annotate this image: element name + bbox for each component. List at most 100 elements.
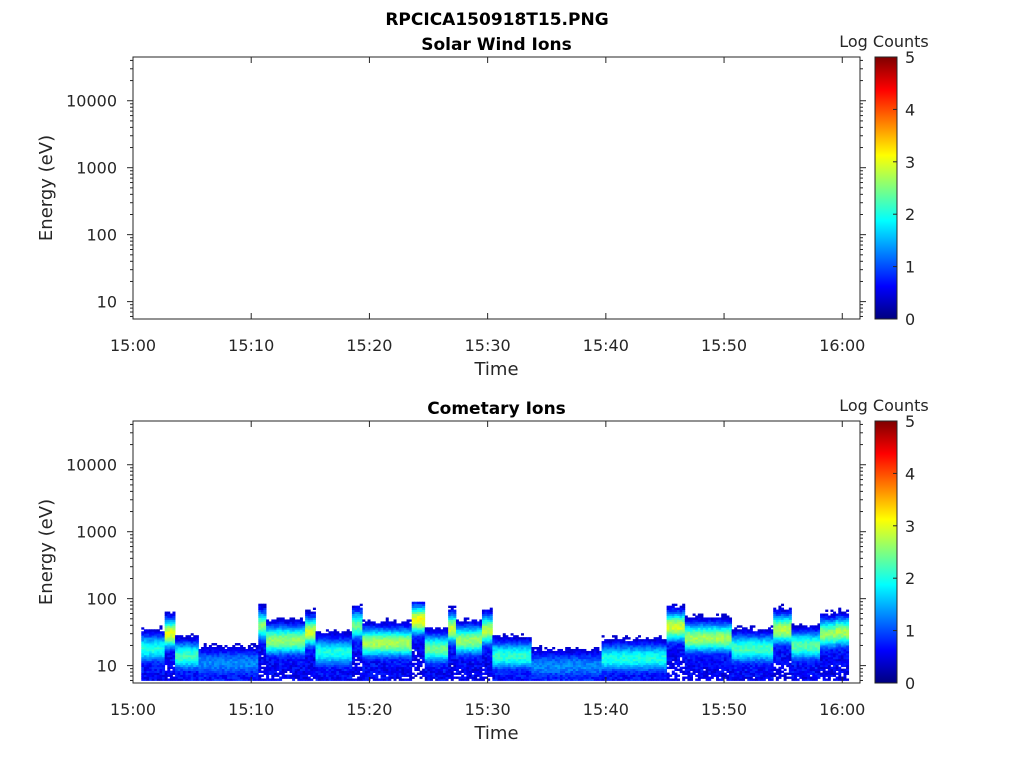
spectrogram-cell [357, 668, 361, 672]
spectrogram-cell [208, 678, 212, 681]
spectrogram-cell [195, 674, 199, 677]
spectrogram-cell [364, 668, 368, 672]
spectrogram-cell [146, 664, 150, 668]
spectrogram-cell [458, 637, 462, 640]
spectrogram-cell [422, 619, 426, 622]
spectrogram-cell [271, 674, 275, 677]
spectrogram-cell [455, 639, 459, 642]
spectrogram-cell [466, 664, 470, 668]
spectrogram-cell [645, 664, 649, 668]
spectrogram-cell [409, 648, 413, 652]
spectrogram-cell [323, 635, 327, 638]
spectrogram-cell [572, 678, 576, 681]
spectrogram-cell [383, 670, 387, 673]
spectrogram-cell [247, 656, 251, 660]
spectrogram-cell [448, 639, 452, 642]
spectrogram-cell [320, 639, 324, 642]
spectrogram-cell [271, 631, 275, 634]
spectrogram-cell [513, 672, 517, 675]
spectrogram-cell [281, 672, 285, 675]
spectrogram-cell [422, 617, 426, 620]
spectrogram-cell [357, 639, 361, 642]
spectrogram-cell [390, 625, 394, 628]
spectrogram-cell [528, 654, 532, 658]
spectrogram-cell [429, 664, 433, 668]
spectrogram-cell [487, 635, 491, 638]
spectrogram-cell [354, 627, 358, 630]
spectrogram-cell [640, 658, 644, 662]
spectrogram-cell [500, 647, 504, 650]
spectrogram-cell [216, 660, 220, 664]
spectrogram-cell [442, 664, 446, 668]
spectrogram-cell [279, 648, 283, 652]
spectrogram-cell [442, 631, 446, 634]
spectrogram-cell [268, 668, 272, 672]
spectrogram-cell [500, 660, 504, 664]
spectrogram-cell [596, 666, 600, 670]
spectrogram-cell [437, 635, 441, 638]
spectrogram-cell [242, 678, 246, 681]
spectrogram-cell [229, 668, 233, 672]
spectrogram-cell [388, 660, 392, 664]
spectrogram-cell [201, 658, 205, 662]
spectrogram-cell [448, 643, 452, 646]
spectrogram-cell [224, 678, 228, 681]
spectrogram-cell [539, 678, 543, 681]
spectrogram-cell [476, 641, 480, 644]
spectrogram-cell [255, 652, 259, 656]
spectrogram-cell [242, 660, 246, 664]
spectrogram-cell [305, 635, 309, 638]
spectrogram-cell [450, 619, 454, 622]
spectrogram-cell [567, 650, 571, 654]
spectrogram-cell [510, 664, 514, 668]
spectrogram-cell [648, 648, 652, 652]
spectrogram-cell [419, 631, 423, 634]
spectrogram-cell [323, 678, 327, 681]
spectrogram-cell [211, 674, 215, 677]
spectrogram-cell [489, 619, 493, 622]
spectrogram-cell [489, 656, 493, 660]
spectrogram-cell [455, 666, 459, 670]
spectrogram-cell [276, 648, 280, 652]
spectrogram-cell [468, 629, 472, 632]
spectrogram-cell [627, 656, 631, 660]
spectrogram-cell [461, 648, 465, 652]
spectrogram-cell [450, 670, 454, 673]
spectrogram-cell [440, 668, 444, 672]
spectrogram-cell [505, 678, 509, 681]
spectrogram-cell [380, 635, 384, 638]
spectrogram-cell [201, 662, 205, 666]
spectrogram-cell [458, 648, 462, 652]
spectrogram-cell [403, 674, 407, 677]
spectrogram-cell [489, 609, 493, 612]
spectrogram-cell [476, 623, 480, 626]
spectrogram-cell [479, 666, 483, 670]
spectrogram-cell [448, 676, 452, 679]
spectrogram-cell [279, 647, 283, 650]
spectrogram-cell [487, 627, 491, 630]
spectrogram-cell [247, 654, 251, 658]
spectrogram-cell [333, 670, 337, 673]
spectrogram-cell [377, 654, 381, 658]
spectrogram-cell [518, 641, 522, 644]
spectrogram-cell [440, 641, 444, 644]
spectrogram-cell [383, 633, 387, 636]
spectrogram-cell [494, 635, 498, 638]
spectrogram-cell [440, 637, 444, 640]
spectrogram-cell [416, 672, 420, 675]
spectrogram-cell [203, 662, 207, 666]
spectrogram-cell [255, 678, 259, 681]
spectrogram-cell [471, 660, 475, 664]
spectrogram-cell [474, 650, 478, 654]
spectrogram-cell [422, 650, 426, 654]
spectrogram-cell [380, 621, 384, 624]
spectrogram-cell [281, 656, 285, 660]
spectrogram-cell [526, 670, 530, 673]
spectrogram-cell [409, 678, 413, 681]
panel-title: Solar Wind Ions [421, 35, 572, 55]
spectrogram-cell [622, 660, 626, 664]
spectrogram-cell [455, 660, 459, 664]
spectrogram-cell [559, 662, 563, 666]
spectrogram-cell [370, 648, 374, 652]
spectrogram-cell [398, 662, 402, 666]
